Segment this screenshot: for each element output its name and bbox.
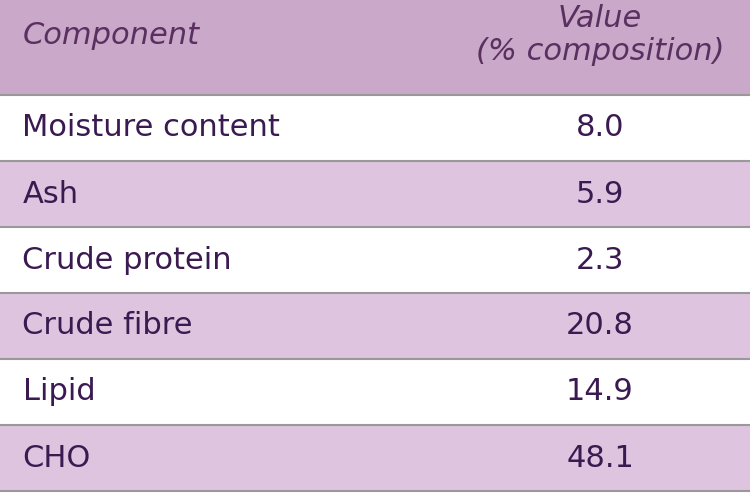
Text: 48.1: 48.1 [566, 444, 634, 473]
Text: Component: Component [22, 20, 200, 49]
Bar [0, 425, 750, 491]
Text: Lipid: Lipid [22, 378, 95, 407]
Bar [0, 293, 750, 359]
Bar [0, 227, 750, 293]
Text: 2.3: 2.3 [576, 246, 624, 274]
Bar [0, 161, 750, 227]
Text: 14.9: 14.9 [566, 378, 634, 407]
Text: Ash: Ash [22, 180, 79, 209]
Text: Crude fibre: Crude fibre [22, 311, 193, 340]
Bar [0, 0, 750, 95]
Text: Crude protein: Crude protein [22, 246, 233, 274]
Text: Value
(% composition): Value (% composition) [476, 3, 724, 66]
Text: 5.9: 5.9 [576, 180, 624, 209]
Bar [0, 95, 750, 161]
Text: 8.0: 8.0 [576, 113, 624, 143]
Text: 20.8: 20.8 [566, 311, 634, 340]
Text: Moisture content: Moisture content [22, 113, 280, 143]
Text: CHO: CHO [22, 444, 91, 473]
Bar [0, 359, 750, 425]
